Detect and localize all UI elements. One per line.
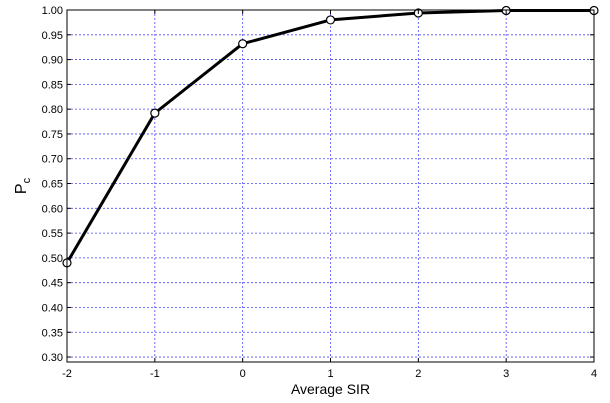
y-tick-label: 0.60 (42, 203, 63, 215)
y-tick-label: 0.80 (42, 104, 63, 116)
data-point (238, 39, 248, 49)
grid-lines (66, 9, 595, 362)
y-tick-label: 0.75 (42, 129, 63, 141)
y-tick-label: 0.40 (42, 302, 63, 314)
x-tick-label: 3 (503, 368, 509, 380)
x-tick-label: 4 (591, 368, 597, 380)
y-tick-label: 0.85 (42, 79, 63, 91)
y-tick-label: 0.35 (42, 327, 63, 339)
data-point (325, 15, 336, 25)
x-tick-label: -1 (150, 368, 160, 380)
y-axis-title-main: P (13, 183, 30, 194)
y-tick-label: 0.70 (42, 154, 63, 166)
data-point (150, 108, 160, 118)
y-axis-title: Pc (13, 177, 33, 194)
x-tick-label: 2 (415, 368, 421, 380)
x-axis-title: Average SIR (291, 381, 370, 397)
x-tick-label: 1 (327, 368, 333, 380)
x-axis: -2 -1 0 1 2 3 4 (62, 10, 597, 380)
y-tick-label: 0.45 (42, 278, 63, 290)
y-tick-label: 0.30 (42, 352, 63, 364)
y-tick-label: 0.65 (42, 179, 63, 191)
y-tick-label: 0.95 (42, 30, 63, 42)
y-axis-title-subscript: c (21, 177, 33, 183)
y-tick-label: 0.90 (42, 55, 63, 67)
y-tick-label: 0.50 (42, 253, 63, 265)
y-tick-label: 1.00 (42, 5, 63, 17)
y-axis: 0.30 0.35 0.40 0.45 0.50 0.55 0.60 0.65 0.70 0.75… (42, 5, 594, 364)
y-tick-label: 0.55 (42, 228, 63, 240)
x-tick-label: 0 (240, 368, 246, 380)
x-tick-label: -2 (62, 368, 72, 380)
series-line (65, 8, 594, 264)
